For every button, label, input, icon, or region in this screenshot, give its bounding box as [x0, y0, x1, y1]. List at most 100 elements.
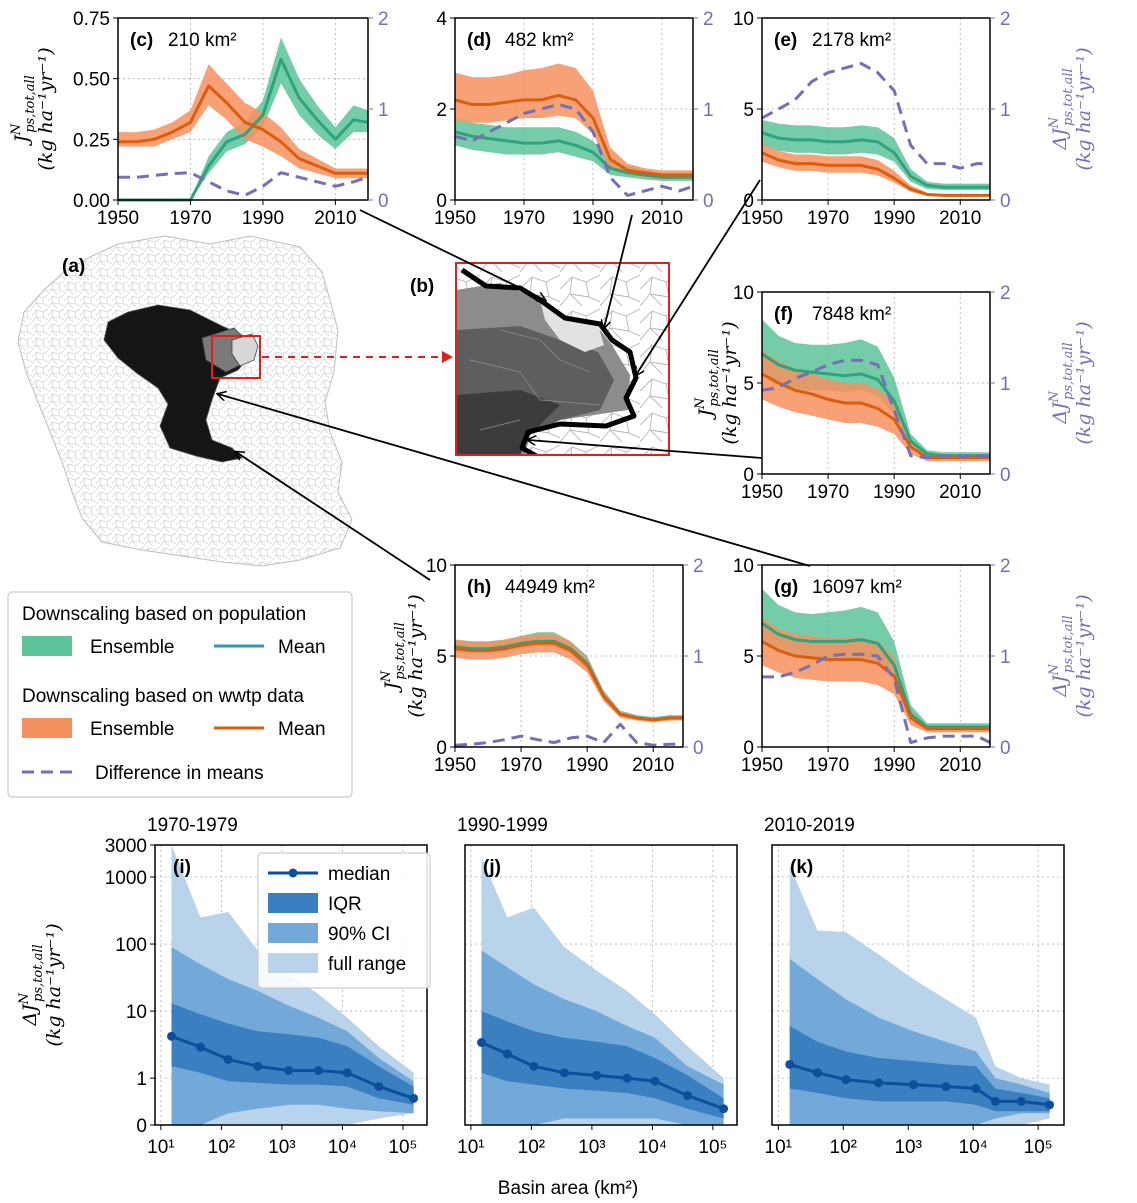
legend-full: full range [328, 954, 406, 975]
y-tick-label: 2 [436, 100, 447, 121]
x-tick-label: 10⁴ [328, 1137, 357, 1158]
legend-median-marker [288, 868, 298, 878]
panel-label-b: (b) [410, 276, 434, 297]
y-axis-title-c-unit: (kg ha⁻¹yr⁻¹) [35, 47, 57, 170]
connector-h [236, 452, 431, 581]
panel-label-e: (e) [774, 30, 797, 51]
wwtp-mean-line [761, 151, 990, 197]
median-point [1045, 1100, 1055, 1110]
y2-axis-title-f: ΔJNps,tot,all [1047, 342, 1076, 424]
x-tick-label: 2010 [939, 755, 981, 776]
median-point [559, 1068, 569, 1078]
panel-k: 10¹ 10² 10³ 10⁴ 10⁵ 2010-2019 (k) [764, 815, 1065, 1158]
zoom-inset: (b) [410, 262, 670, 456]
wwtp-ensemble-band [455, 63, 693, 180]
difference-line [762, 652, 991, 744]
y2-axis-title-e-unit: (kg ha⁻¹yr⁻¹) [1073, 47, 1095, 170]
panel-frame [464, 844, 738, 1126]
x-tick-label: 10¹ [147, 1137, 174, 1158]
panel-area-d: 482 km² [505, 30, 574, 51]
connector-e [636, 179, 761, 375]
difference-line [118, 171, 369, 197]
x-tick-label: 1990 [566, 755, 608, 776]
median-line [789, 1062, 1050, 1107]
legend-iqr-swatch [268, 893, 318, 913]
y-axis-title-h-unit: (kg ha⁻¹yr⁻¹) [405, 594, 427, 717]
wwtp-ensemble-band [455, 634, 683, 723]
bottom-x-axis-label: Basin area (km²) [498, 1178, 638, 1199]
y2-tick-label: 2 [1000, 283, 1011, 304]
wwtp-ensemble-band [762, 617, 990, 733]
y-tick-label: 5 [436, 647, 447, 668]
y-tick-label: 10 [733, 283, 754, 304]
y2-tick-label: 0 [1000, 465, 1011, 486]
y-tick-label: 0 [436, 738, 447, 759]
y-tick-label: 0.50 [73, 70, 110, 91]
x-tick-label: 10⁴ [638, 1137, 667, 1158]
y2-axis-title-f-unit: (kg ha⁻¹yr⁻¹) [1073, 321, 1095, 444]
y-axis-title-bottom: ΔJNps,tot,all [17, 944, 46, 1026]
panel-j: 10¹ 10² 10³ 10⁴ 10⁵ 1990-1999 (j) [457, 815, 738, 1158]
median-point [719, 1104, 729, 1114]
panel-label-h: (h) [467, 577, 491, 598]
median-point [990, 1096, 1000, 1106]
y-tick-label: 5 [743, 100, 754, 121]
y2-tick-label: 2 [378, 9, 389, 30]
pop-mean-line [761, 621, 990, 729]
x-tick-label: 1990 [873, 208, 915, 229]
median-point [682, 1091, 692, 1101]
median-point [841, 1075, 851, 1085]
y2-tick-label: 2 [703, 9, 714, 30]
x-tick-label: 10¹ [457, 1137, 484, 1158]
legend-difference: Difference in means [95, 763, 264, 784]
y-tick-label: 0 [743, 465, 754, 486]
y2-tick-label: 1 [1000, 100, 1011, 121]
legend-iqr: IQR [328, 894, 362, 915]
difference-line [761, 62, 990, 170]
connector-d [604, 214, 633, 328]
y2-axis-title-e: ΔJNps,tot,all [1047, 68, 1076, 150]
median-point [908, 1080, 918, 1090]
y-tick-label: 0 [436, 191, 447, 212]
y-tick-label: 10 [733, 556, 754, 577]
y-tick-label: 0 [743, 738, 754, 759]
y2-tick-label: 1 [1000, 374, 1011, 395]
inset-frame [455, 262, 670, 456]
difference-line [761, 358, 990, 460]
panel-c: 1950 1970 1990 2010 0.00 0.25 0.50 0.75 0 1 2 (c) 21… [73, 9, 389, 229]
panel-frame [771, 844, 1065, 1126]
median-point [374, 1082, 384, 1092]
median-point [592, 1070, 602, 1080]
small-basin [231, 333, 259, 367]
y-tick-label: 4 [436, 9, 447, 30]
median-point [812, 1068, 822, 1078]
panel-e: 1950 1970 1990 2010 0 5 10 0 1 2 (e) 2178 km² [733, 9, 1011, 229]
x-tick-label: 10¹ [765, 1137, 792, 1158]
wwtp-mean-line [454, 641, 683, 722]
x-tick-label: 2010 [632, 755, 674, 776]
difference-line [454, 722, 683, 747]
panel-label-i: (i) [173, 857, 191, 878]
x-tick-label: 1950 [97, 208, 139, 229]
panel-area-g: 16097 km² [812, 577, 902, 598]
x-tick-label: 1970 [807, 482, 849, 503]
y-tick-label: 0.25 [73, 130, 110, 151]
x-tick-label: 1970 [169, 208, 211, 229]
median-point [529, 1061, 539, 1071]
x-tick-label: 2010 [939, 482, 981, 503]
panel-label-d: (d) [467, 30, 491, 51]
x-tick-label: 1950 [741, 208, 783, 229]
legend-pop-mean: Mean [278, 637, 326, 658]
median-point [223, 1054, 233, 1064]
y2-tick-label: 1 [703, 100, 714, 121]
median-point [941, 1082, 951, 1092]
y-tick-label: 5 [743, 647, 754, 668]
x-tick-label: 10² [518, 1137, 545, 1158]
x-tick-label: 1990 [572, 208, 614, 229]
x-tick-label: 10⁵ [1024, 1137, 1053, 1158]
median-point [477, 1038, 487, 1048]
panel-title-i: 1970-1979 [147, 815, 238, 836]
pop-mean-line [761, 352, 990, 458]
panel-area-f: 7848 km² [812, 304, 891, 325]
legend-median: median [328, 864, 390, 885]
